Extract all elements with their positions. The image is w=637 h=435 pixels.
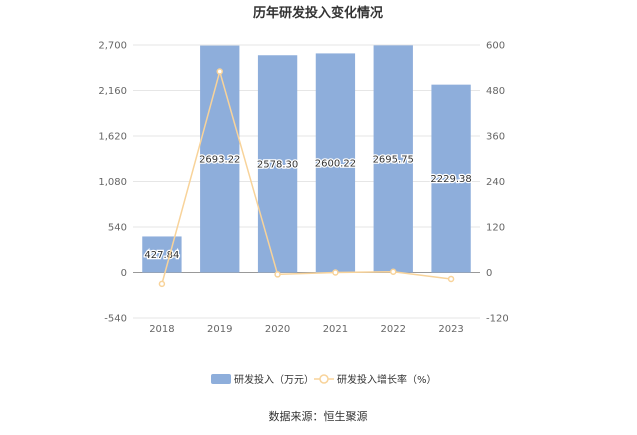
right-axis-tick-label: 240 [486, 177, 505, 188]
x-axis-tick-label: 2021 [323, 324, 348, 335]
growth-rate-line [161, 68, 452, 285]
left-axis-tick-label: 1,620 [98, 132, 127, 143]
bar [257, 55, 298, 273]
bar-data-label: 2578.30 [257, 159, 298, 170]
legend-bar-label: 研发投入（万元） [234, 373, 314, 386]
right-axis-tick-label: 0 [486, 268, 492, 279]
right-axis-tick-label: 360 [486, 132, 505, 143]
right-axis-tick-label: 600 [486, 41, 505, 52]
left-axis-tick-label: -540 [104, 314, 127, 325]
left-axis-tick-label: 0 [121, 268, 127, 279]
bar-data-label: 2600.22 [315, 158, 356, 169]
legend-line-marker [319, 374, 329, 384]
bar-series [142, 45, 471, 273]
bar [431, 84, 471, 273]
right-y-axis: -120 0 120 240 360 480 600 [486, 41, 509, 325]
bar-data-label: 2695.75 [373, 154, 414, 165]
bar-data-label: 2693.22 [199, 155, 240, 166]
left-axis-tick-label: 2,160 [98, 86, 127, 97]
right-axis-tick-label: 120 [486, 223, 505, 234]
line-point [274, 271, 281, 278]
source-note: 数据来源：恒生聚源 [269, 409, 368, 423]
bar-data-label: 2229.38 [430, 174, 471, 185]
line-series [158, 68, 455, 288]
bar [373, 45, 413, 273]
legend-line-label: 研发投入增长率（%） [337, 373, 437, 386]
right-axis-tick-label: 480 [486, 86, 505, 97]
grid-lines [133, 44, 480, 319]
x-axis-tick-label: 2019 [207, 324, 232, 335]
left-axis-tick-label: 540 [108, 223, 127, 234]
line-point [332, 269, 339, 276]
bar [200, 45, 240, 273]
left-y-axis: -540 0 540 1,080 1,620 2,160 2,700 [98, 41, 127, 325]
x-axis-tick-label: 2022 [381, 324, 406, 335]
bar [315, 53, 356, 273]
x-axis-tick-label: 2018 [149, 324, 174, 335]
line-point [216, 68, 223, 75]
bar [142, 236, 182, 273]
x-axis-tick-label: 2020 [265, 324, 290, 335]
line-point [390, 268, 397, 275]
x-axis-tick-label: 2023 [438, 324, 463, 335]
bar-data-labels: 427.84 2693.22 2578.30 2600.22 2695.75 2229.3… [143, 153, 473, 262]
right-axis-tick-label: -120 [486, 314, 509, 325]
x-axis: 2018 2019 2020 2021 2022 2023 [133, 272, 480, 335]
left-axis-tick-label: 1,080 [98, 177, 127, 188]
chart-title: 历年研发投入变化情况 [253, 5, 383, 21]
bar-data-label: 427.84 [144, 250, 179, 261]
legend: 研发投入（万元） 研发投入增长率（%） [211, 373, 437, 386]
line-point [158, 280, 166, 288]
legend-bar-swatch [211, 374, 231, 384]
left-axis-tick-label: 2,700 [98, 41, 127, 52]
line-point [447, 275, 455, 283]
